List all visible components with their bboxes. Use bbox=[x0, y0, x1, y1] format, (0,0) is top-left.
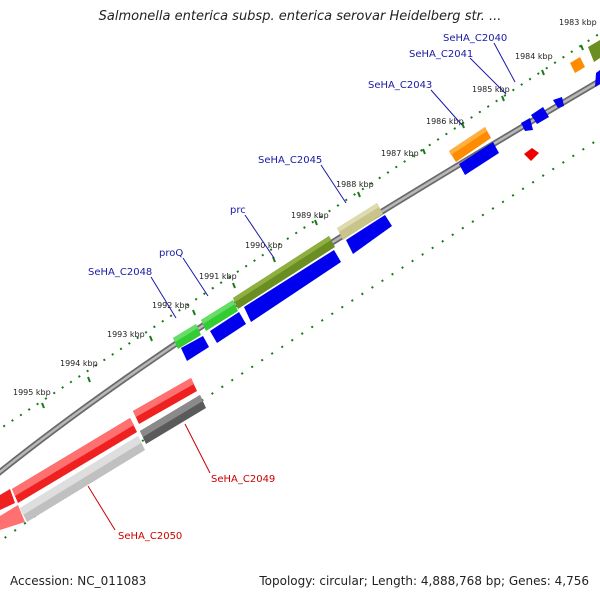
feature-block-highlight bbox=[173, 324, 198, 342]
gene-label: prc bbox=[230, 205, 246, 216]
cog-feature-track bbox=[173, 40, 600, 349]
major-ticks bbox=[41, 44, 584, 409]
cds-arrow bbox=[524, 148, 539, 161]
feature-block bbox=[233, 236, 335, 309]
genome-summary-text: Topology: circular; Length: 4,888,768 bp… bbox=[259, 574, 589, 588]
tick-label: 1985 kbp bbox=[472, 85, 510, 94]
reverse-cds-small bbox=[524, 148, 539, 161]
feature-block-highlight bbox=[20, 436, 141, 515]
cds-arrow bbox=[181, 336, 209, 361]
cds-arrow bbox=[531, 107, 549, 124]
feature-block-highlight bbox=[201, 300, 235, 324]
cds-arrow bbox=[346, 215, 392, 254]
outer-tick-ring bbox=[0, 32, 600, 430]
tick-label: 1988 kbp bbox=[336, 180, 374, 189]
tick-label: 1986 kbp bbox=[426, 117, 464, 126]
feature-block bbox=[570, 57, 585, 73]
gene-label: SeHA_C2048 bbox=[88, 267, 152, 278]
gene-label: SeHA_C2045 bbox=[258, 155, 322, 166]
genome-title: Salmonella enterica subsp. enterica sero… bbox=[98, 9, 502, 24]
cds-block-highlight bbox=[133, 378, 194, 417]
gene-label: SeHA_C2043 bbox=[368, 80, 432, 91]
cds-arrow bbox=[244, 250, 341, 322]
gene-label: proQ bbox=[159, 248, 183, 259]
gene-label: SeHA_C2049 bbox=[211, 474, 275, 485]
reverse-cds-track bbox=[0, 378, 197, 510]
gray-feature-track bbox=[0, 395, 206, 530]
gene-label: SeHA_C2041 bbox=[409, 49, 473, 60]
tick-label: 1989 kbp bbox=[291, 211, 329, 220]
feature-block bbox=[0, 505, 25, 530]
cds-arrow bbox=[595, 70, 600, 87]
tick-label: 1984 kbp bbox=[515, 52, 553, 61]
forward-cds-track bbox=[181, 70, 600, 361]
feature-block-highlight bbox=[337, 203, 379, 232]
gene-label: SeHA_C2040 bbox=[443, 33, 507, 44]
kbp-labels: 1983 kbp 1984 kbp 1985 kbp 1986 kbp 1987… bbox=[13, 18, 597, 397]
feature-block bbox=[337, 203, 383, 240]
cds-arrow bbox=[459, 142, 499, 175]
cds-block bbox=[0, 489, 15, 510]
leader-lines bbox=[87, 42, 516, 531]
cds-arrow bbox=[553, 97, 564, 108]
inner-tick-ring bbox=[0, 137, 600, 543]
feature-block-highlight bbox=[140, 395, 203, 437]
tick-label: 1995 kbp bbox=[13, 388, 51, 397]
tick-label: 1994 kbp bbox=[60, 359, 98, 368]
tick-label: 1993 kbp bbox=[107, 330, 145, 339]
feature-block-highlight bbox=[449, 127, 487, 155]
tick-label: 1991 kbp bbox=[199, 272, 237, 281]
tick-label: 1987 kbp bbox=[381, 149, 419, 158]
feature-block-highlight bbox=[233, 236, 331, 302]
cds-arrow bbox=[521, 118, 533, 131]
cds-block-highlight bbox=[12, 418, 134, 496]
cds-arrow bbox=[210, 312, 246, 343]
accession-text: Accession: NC_011083 bbox=[10, 574, 147, 588]
gene-labels: SeHA_C2040 SeHA_C2041 SeHA_C2043 SeHA_C2… bbox=[88, 33, 507, 542]
tick-label: 1992 kbp bbox=[152, 301, 190, 310]
gene-label: SeHA_C2050 bbox=[118, 531, 182, 542]
tick-label: 1990 kbp bbox=[245, 241, 283, 250]
feature-block bbox=[588, 40, 600, 62]
feature-block bbox=[449, 127, 491, 162]
tick-label: 1983 kbp bbox=[559, 18, 597, 27]
